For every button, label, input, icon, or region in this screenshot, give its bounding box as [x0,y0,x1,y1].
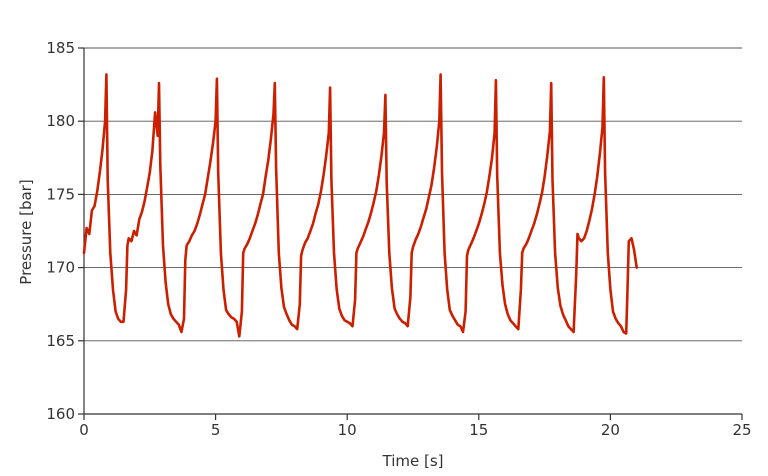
x-tick-label: 15 [469,421,488,439]
y-tick-label: 160 [46,405,75,423]
y-tick-label: 175 [46,185,75,203]
y-tick-label: 165 [46,332,75,350]
gridlines [84,47,742,342]
axes [78,47,743,420]
x-tick-label: 5 [211,421,221,439]
y-tick-label: 185 [46,39,75,57]
x-tick-label: 10 [338,421,357,439]
y-axis-title: Pressure [bar] [17,179,35,284]
tick-labels: 160 165 170 175 180 185 0 5 10 15 20 25 [46,39,751,439]
series-layer [82,73,639,338]
x-axis-title: Time [s] [382,452,444,470]
x-tick-label: 25 [732,421,751,439]
x-tick-label: 20 [601,421,620,439]
x-tick-label: 0 [79,421,89,439]
y-tick-label: 170 [46,259,75,277]
y-tick-label: 180 [46,112,75,130]
series-line-0 [82,73,639,338]
